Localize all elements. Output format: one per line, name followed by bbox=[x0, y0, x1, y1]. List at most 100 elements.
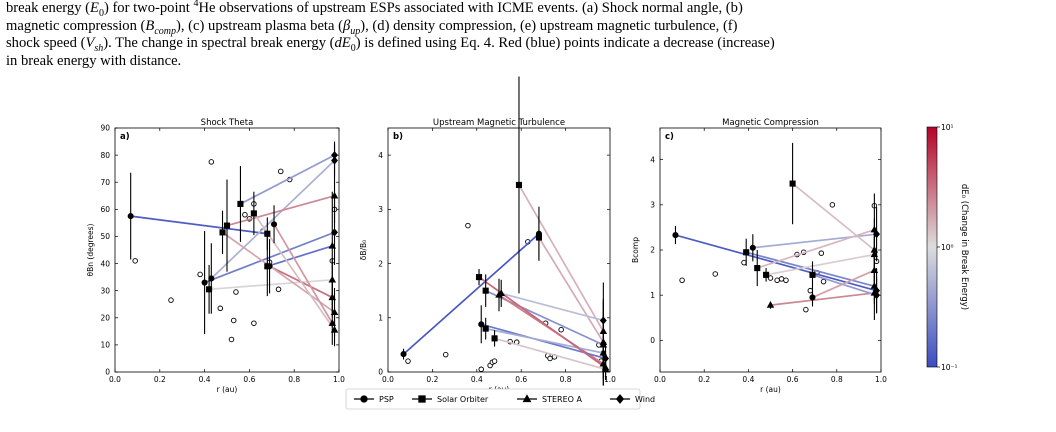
panel-label: a) bbox=[120, 132, 130, 142]
pair-point bbox=[219, 229, 226, 236]
y-tick-label: 2 bbox=[378, 259, 383, 268]
open-point bbox=[712, 271, 719, 277]
y-tick-label: 0 bbox=[105, 368, 110, 377]
open-point bbox=[132, 258, 138, 264]
open-point bbox=[242, 212, 248, 218]
pair-point bbox=[127, 213, 134, 220]
pair-point bbox=[766, 301, 775, 308]
pair-point bbox=[535, 234, 543, 241]
y-tick-label: 10 bbox=[100, 341, 110, 350]
open-point bbox=[405, 358, 411, 364]
y-axis-label: θBn (degrees) bbox=[86, 223, 95, 276]
legend-marker bbox=[418, 395, 426, 403]
open-point bbox=[741, 259, 747, 266]
pair-point bbox=[482, 287, 489, 294]
open-point bbox=[547, 355, 553, 362]
pair-point bbox=[266, 263, 273, 270]
pair-connector bbox=[485, 327, 604, 354]
legend-label: Wind bbox=[635, 395, 655, 404]
pair-connector bbox=[765, 253, 875, 276]
caption-line: magnetic compression (Bcomp), (c) upstre… bbox=[6, 17, 738, 37]
pair-point bbox=[478, 321, 485, 328]
y-tick-label: 40 bbox=[100, 259, 110, 268]
x-tick-label: 0.8 bbox=[560, 375, 572, 384]
y-tick-label: 1 bbox=[650, 291, 655, 300]
figure-caption: break energy (E0) for two-point 4He obse… bbox=[6, 0, 1050, 70]
colorbar-label: dE₀ (Change in Break Energy) bbox=[959, 184, 969, 310]
pair-point bbox=[270, 221, 278, 228]
caption-line: in break energy with distance. bbox=[6, 52, 182, 69]
pair-point bbox=[809, 294, 816, 301]
pair-point bbox=[789, 180, 796, 187]
pair-point bbox=[749, 244, 756, 251]
pair-point bbox=[328, 241, 337, 249]
pair-connector bbox=[501, 292, 604, 322]
colorbar-tick-label: 10¹ bbox=[941, 123, 954, 132]
pair-point bbox=[330, 325, 339, 333]
colorbar-gradient bbox=[926, 126, 938, 368]
legend-frame bbox=[345, 388, 641, 410]
legend-marker bbox=[360, 395, 368, 403]
y-tick-label: 60 bbox=[100, 205, 110, 214]
pair-point bbox=[599, 348, 608, 356]
open-point bbox=[197, 271, 203, 278]
panel-title: Magnetic Compression bbox=[722, 118, 819, 128]
legend-marker bbox=[522, 394, 532, 403]
open-point bbox=[807, 287, 814, 294]
pair-connector bbox=[675, 234, 877, 292]
open-point bbox=[558, 326, 564, 333]
y-tick-label: 80 bbox=[100, 151, 110, 160]
y-tick-label: 4 bbox=[378, 151, 383, 160]
x-tick-label: 0.4 bbox=[742, 375, 754, 384]
pair-connector bbox=[209, 278, 333, 291]
legend-marker bbox=[615, 394, 625, 404]
open-point bbox=[442, 351, 449, 358]
pair-point bbox=[672, 232, 679, 239]
pair-point bbox=[330, 191, 339, 199]
caption-line: shock speed (Vsh). The change in spectra… bbox=[6, 35, 775, 54]
colorbar-tick-label: 10⁻¹ bbox=[941, 363, 958, 372]
pair-point bbox=[400, 351, 407, 358]
legend-label: Solar Orbiter bbox=[437, 395, 489, 404]
panel-label: c) bbox=[665, 132, 674, 142]
y-tick-label: 2 bbox=[650, 246, 655, 255]
pair-connector bbox=[222, 231, 336, 314]
pair-connector bbox=[792, 182, 875, 251]
open-point bbox=[465, 222, 471, 229]
plot-frame bbox=[114, 127, 340, 373]
x-axis-label: r (au) bbox=[760, 385, 781, 394]
x-tick-label: 0.6 bbox=[243, 375, 255, 384]
pair-point bbox=[495, 290, 503, 298]
x-tick-label: 0.4 bbox=[199, 375, 211, 384]
x-tick-label: 1.0 bbox=[875, 375, 887, 384]
legend-label: STEREO A bbox=[542, 395, 582, 404]
open-point bbox=[803, 306, 809, 313]
pair-connector bbox=[518, 184, 605, 332]
legend: PSP Solar Orbiter STEREO A Wind bbox=[345, 388, 655, 410]
open-point bbox=[818, 250, 825, 256]
open-point bbox=[783, 277, 789, 284]
y-tick-label: 30 bbox=[100, 286, 110, 295]
pair-connector bbox=[770, 292, 875, 306]
open-point bbox=[251, 320, 257, 326]
x-tick-label: 0.6 bbox=[787, 375, 799, 384]
pair-connector bbox=[240, 154, 335, 205]
pair-connector bbox=[226, 194, 335, 227]
open-point bbox=[679, 277, 685, 284]
x-tick-label: 0.6 bbox=[515, 375, 527, 384]
open-point bbox=[774, 277, 780, 284]
open-point bbox=[278, 168, 284, 175]
pair-point bbox=[264, 230, 271, 237]
x-tick-label: 0.2 bbox=[698, 375, 710, 384]
pair-point bbox=[754, 265, 761, 272]
pair-point bbox=[482, 325, 489, 332]
pair-connector bbox=[756, 228, 875, 269]
panel-a: Shock Theta a) 0.0 0.2 0.4 0.6 0.8 1.0 0 10 20 30 40… bbox=[86, 118, 345, 394]
open-point bbox=[233, 289, 239, 295]
plot-frame bbox=[387, 127, 611, 373]
pair-connector bbox=[273, 223, 334, 324]
caption-line: break energy (E0) for two-point 4He obse… bbox=[6, 0, 743, 19]
pair-connector bbox=[812, 269, 875, 299]
pair-point bbox=[250, 210, 257, 217]
